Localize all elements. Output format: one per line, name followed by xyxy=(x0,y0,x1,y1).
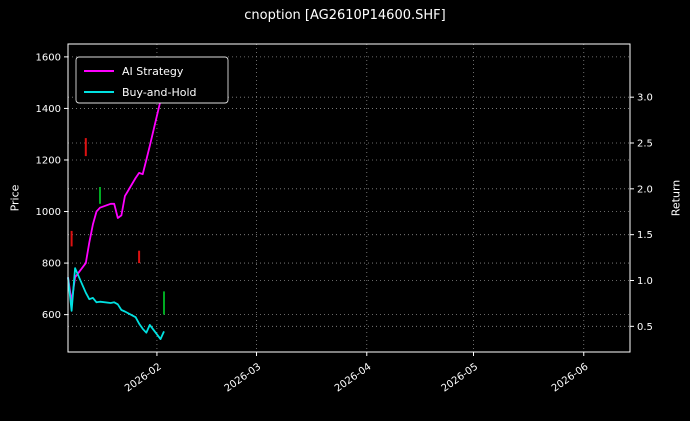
y-right-tick-label: 1.0 xyxy=(637,276,653,287)
y-right-tick-label: 2.0 xyxy=(637,184,653,195)
legend-label: AI Strategy xyxy=(122,65,184,78)
candle-mark xyxy=(99,187,101,204)
price-candle-marks xyxy=(70,138,165,315)
x-tick-label: 2026-05 xyxy=(440,361,481,394)
candle-mark xyxy=(70,230,73,247)
ai-strategy-line xyxy=(67,96,165,303)
y-left-tick-label: 800 xyxy=(42,259,61,270)
buy-and-hold-line xyxy=(67,267,165,341)
y-left-tick-label: 1600 xyxy=(36,52,61,63)
y-right-tick-label: 1.5 xyxy=(637,230,653,241)
legend-label: Buy-and-Hold xyxy=(122,86,197,99)
y-left-tick-label: 1400 xyxy=(36,104,61,115)
chart-title: cnoption [AG2610P14600.SHF] xyxy=(244,8,446,23)
y-right-tick-label: 3.0 xyxy=(637,93,653,104)
candle-mark xyxy=(163,291,165,315)
x-tick-label: 2026-04 xyxy=(333,361,374,394)
series-lines xyxy=(67,96,165,341)
y-left-tick-label: 1000 xyxy=(36,207,61,218)
y-left-tick-label: 1200 xyxy=(36,155,61,166)
grid-lines xyxy=(68,44,630,352)
x-tick-label: 2026-02 xyxy=(123,361,164,394)
candle-mark xyxy=(84,138,87,157)
y-left-tick-label: 600 xyxy=(42,310,61,321)
y-right-tick-label: 0.5 xyxy=(637,322,653,333)
x-tick-label: 2026-06 xyxy=(550,361,591,394)
x-tick-label: 2026-03 xyxy=(223,361,264,394)
y-right-tick-label: 2.5 xyxy=(637,139,653,150)
candle-mark xyxy=(138,250,141,264)
legend: AI Strategy Buy-and-Hold xyxy=(75,56,229,104)
